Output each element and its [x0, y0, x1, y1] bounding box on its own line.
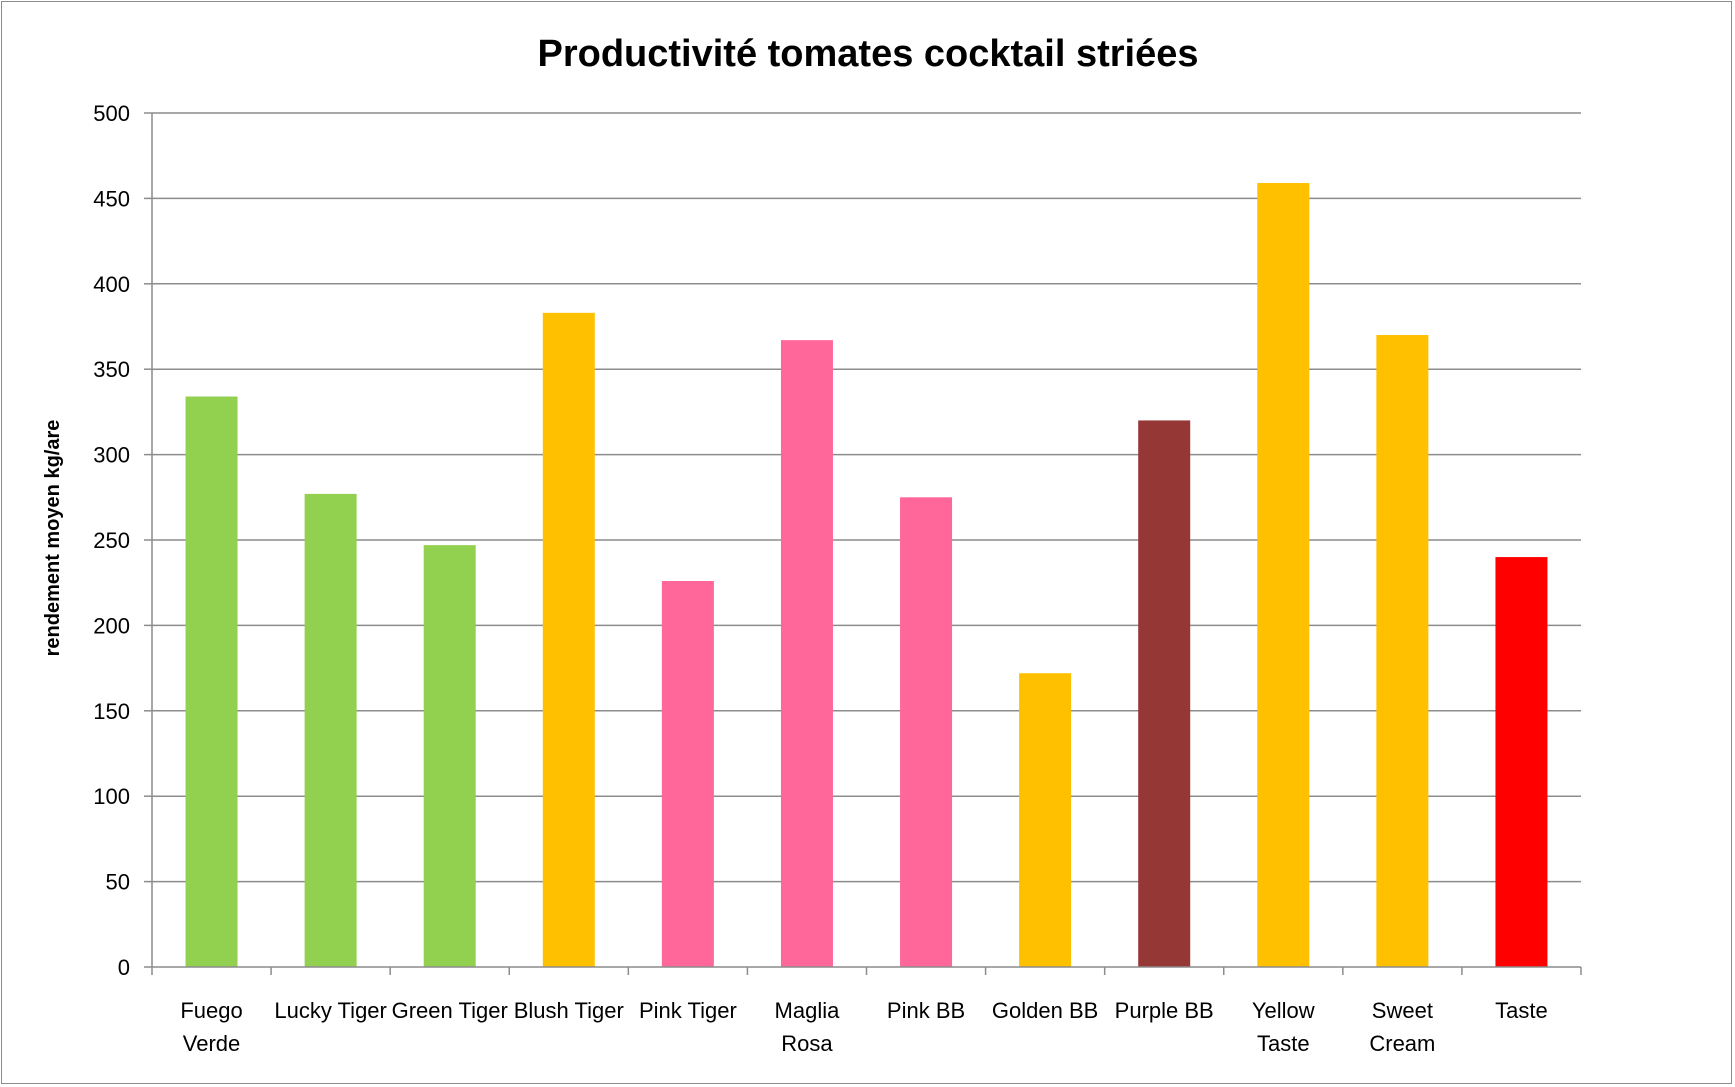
x-category-label-line: Taste — [1257, 1031, 1310, 1056]
bar — [423, 545, 476, 967]
bar — [661, 580, 714, 967]
axes — [144, 112, 1582, 975]
bars — [185, 183, 1548, 967]
gridlines — [152, 112, 1581, 883]
y-tick-label: 100 — [93, 784, 130, 809]
x-category-label-line: Green Tiger — [392, 998, 508, 1023]
x-category-label-line: Yellow — [1252, 998, 1315, 1023]
x-category-label-line: Lucky Tiger — [274, 998, 387, 1023]
x-category-label-line: Pink BB — [887, 998, 965, 1023]
y-tick-label: 450 — [93, 186, 130, 211]
bar — [1495, 557, 1548, 967]
x-category-label-line: Sweet — [1372, 998, 1433, 1023]
x-category-label: Pink Tiger — [639, 998, 737, 1023]
y-axis-label: rendement moyen kg/are — [42, 420, 64, 657]
x-category-label: Lucky Tiger — [274, 998, 387, 1023]
x-category-label: Pink BB — [887, 998, 965, 1023]
bar — [185, 396, 238, 967]
bar — [1257, 183, 1310, 967]
x-category-label-line: Cream — [1369, 1031, 1435, 1056]
y-tick-label: 400 — [93, 272, 130, 297]
x-category-label: Fuego Verde — [180, 998, 242, 1056]
x-category-label: Maglia Rosa — [775, 998, 841, 1056]
x-category-label-line: Blush Tiger — [514, 998, 624, 1023]
y-tick-label: 0 — [118, 955, 130, 980]
x-category-label-line: Pink Tiger — [639, 998, 737, 1023]
x-category-label-line: Verde — [183, 1031, 241, 1056]
y-tick-label: 150 — [93, 699, 130, 724]
bar — [304, 493, 357, 967]
bar — [900, 497, 953, 967]
x-category-label: Sweet Cream — [1369, 998, 1435, 1056]
y-tick-labels: 0 50 100 150 200 250 300 350 400 450 500 — [93, 101, 130, 980]
bar — [1376, 335, 1429, 967]
x-category-label-line: Fuego — [180, 998, 242, 1023]
x-category-label-line: Golden BB — [992, 998, 1098, 1023]
x-category-label: Blush Tiger — [514, 998, 624, 1023]
x-category-label: Green Tiger — [392, 998, 508, 1023]
x-category-label-line: Purple BB — [1115, 998, 1214, 1023]
x-category-labels: Fuego Verde Lucky Tiger Green Tiger Blush Ti… — [180, 998, 1547, 1056]
x-category-label: Yellow Taste — [1252, 998, 1315, 1056]
y-tick-label: 300 — [93, 443, 130, 468]
y-tick-label: 50 — [106, 870, 130, 895]
bar — [1138, 420, 1191, 967]
x-category-label-line: Taste — [1495, 998, 1548, 1023]
x-category-label: Golden BB — [992, 998, 1098, 1023]
x-category-label-line: Rosa — [781, 1031, 833, 1056]
bar — [780, 340, 833, 967]
x-category-label: Taste — [1495, 998, 1548, 1023]
x-category-label: Purple BB — [1115, 998, 1214, 1023]
y-tick-label: 500 — [93, 101, 130, 126]
chart-title: Productivité tomates cocktail striées — [537, 33, 1198, 75]
y-tick-label: 250 — [93, 528, 130, 553]
x-category-label-line: Maglia — [775, 998, 841, 1023]
bar — [542, 312, 595, 967]
y-tick-label: 200 — [93, 613, 130, 638]
y-tick-label: 350 — [93, 357, 130, 382]
bar — [1019, 673, 1072, 967]
